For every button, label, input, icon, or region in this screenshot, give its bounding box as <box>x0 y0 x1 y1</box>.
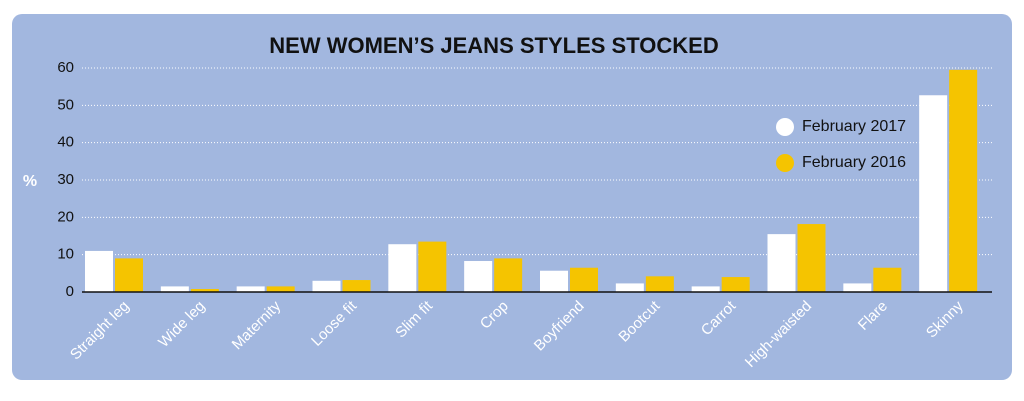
bar <box>949 69 978 292</box>
legend-label: February 2017 <box>802 118 906 135</box>
bar <box>388 244 417 292</box>
bar <box>342 280 371 292</box>
bar <box>540 270 568 292</box>
y-tick-label: 10 <box>57 246 74 263</box>
bar <box>721 277 750 292</box>
bar <box>843 283 872 292</box>
bar <box>115 258 143 292</box>
y-axis-label: % <box>23 173 37 190</box>
bar <box>236 286 265 292</box>
legend-marker <box>776 154 794 172</box>
y-tick-label: 40 <box>57 134 74 151</box>
bar <box>615 283 644 292</box>
bar <box>190 289 219 292</box>
chart-title: NEW WOMEN’S JEANS STYLES STOCKED <box>269 33 718 58</box>
y-tick-label: 30 <box>57 171 74 188</box>
bar <box>418 241 447 292</box>
bar <box>797 224 826 292</box>
legend-label: February 2016 <box>802 154 906 171</box>
bar <box>160 286 189 292</box>
bar <box>645 276 674 292</box>
bar <box>312 280 341 292</box>
y-tick-label: 60 <box>57 59 74 76</box>
bar <box>570 267 598 292</box>
bar <box>464 261 493 292</box>
bar <box>873 267 902 292</box>
bar <box>691 286 720 292</box>
bar <box>919 95 948 293</box>
bar <box>767 234 796 292</box>
bar <box>494 258 523 292</box>
bar <box>85 250 113 292</box>
y-tick-label: 20 <box>57 208 74 225</box>
legend-marker <box>776 118 794 136</box>
y-tick-label: 50 <box>57 96 74 113</box>
bar <box>266 286 295 292</box>
y-tick-label: 0 <box>66 283 74 300</box>
